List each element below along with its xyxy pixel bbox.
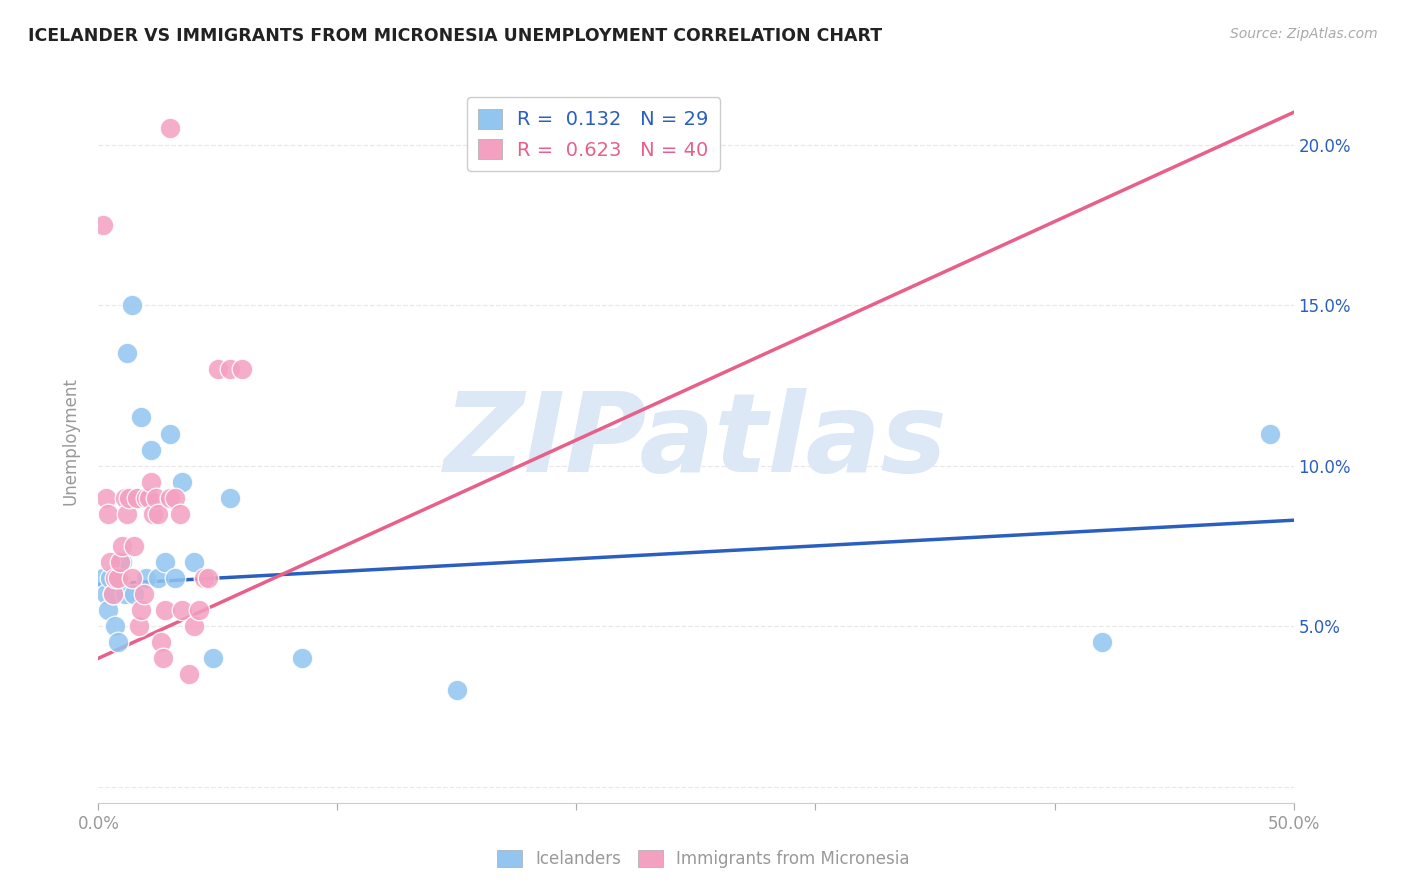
Point (111, 539, 134, 553)
Point (202, 651, 225, 665)
Point (124, 587, 146, 601)
Y-axis label: Unemployment: Unemployment (62, 377, 80, 506)
Point (193, 571, 215, 585)
Text: ICELANDER VS IMMIGRANTS FROM MICRONESIA UNEMPLOYMENT CORRELATION CHART: ICELANDER VS IMMIGRANTS FROM MICRONESIA … (28, 27, 882, 45)
Point (101, 587, 124, 601)
Point (207, 362, 229, 376)
Point (121, 571, 143, 585)
Point (163, 571, 186, 585)
Point (138, 491, 160, 505)
Point (183, 555, 205, 569)
Point (111, 555, 134, 569)
Point (128, 619, 150, 633)
Point (159, 491, 181, 505)
Legend: Icelanders, Immigrants from Micronesia: Icelanders, Immigrants from Micronesia (489, 843, 917, 875)
Point (98, 555, 122, 569)
Point (125, 491, 148, 505)
Point (104, 619, 127, 633)
Point (97, 507, 120, 521)
Point (197, 571, 219, 585)
Point (115, 507, 138, 521)
Point (163, 491, 186, 505)
Point (124, 539, 146, 553)
Point (219, 362, 242, 376)
Point (125, 491, 148, 505)
Point (135, 571, 157, 585)
Point (183, 619, 205, 633)
Point (114, 491, 136, 505)
Point (148, 571, 170, 585)
Text: ZIPatlas: ZIPatlas (444, 388, 948, 495)
Point (1258, 426, 1281, 441)
Point (155, 603, 177, 617)
Point (159, 426, 181, 441)
Point (1091, 635, 1114, 649)
Point (115, 346, 138, 360)
Point (91, 571, 114, 585)
Point (135, 491, 157, 505)
Point (101, 587, 124, 601)
Legend: R =  0.132   N = 29, R =  0.623   N = 40: R = 0.132 N = 29, R = 0.623 N = 40 (467, 97, 720, 171)
Point (108, 555, 131, 569)
Point (145, 491, 167, 505)
Point (131, 410, 153, 425)
Text: Source: ZipAtlas.com: Source: ZipAtlas.com (1230, 27, 1378, 41)
Point (187, 603, 209, 617)
Point (107, 635, 129, 649)
Point (107, 571, 129, 585)
Point (179, 667, 201, 681)
Point (97, 603, 120, 617)
Point (121, 298, 143, 312)
Point (159, 121, 181, 136)
Point (114, 587, 136, 601)
Point (118, 491, 141, 505)
Point (139, 442, 162, 457)
Point (219, 491, 242, 505)
Point (131, 603, 153, 617)
Point (152, 651, 174, 665)
Point (149, 635, 172, 649)
Point (104, 571, 127, 585)
Point (169, 507, 191, 521)
Point (172, 475, 194, 489)
Point (132, 587, 155, 601)
Point (155, 555, 177, 569)
Point (231, 362, 253, 376)
Point (172, 603, 194, 617)
Point (98, 571, 122, 585)
Point (142, 507, 165, 521)
Point (291, 651, 314, 665)
Point (139, 475, 162, 489)
Point (94, 587, 117, 601)
Point (94, 491, 117, 505)
Point (446, 683, 468, 698)
Point (91, 218, 114, 232)
Point (108, 571, 131, 585)
Point (148, 507, 170, 521)
